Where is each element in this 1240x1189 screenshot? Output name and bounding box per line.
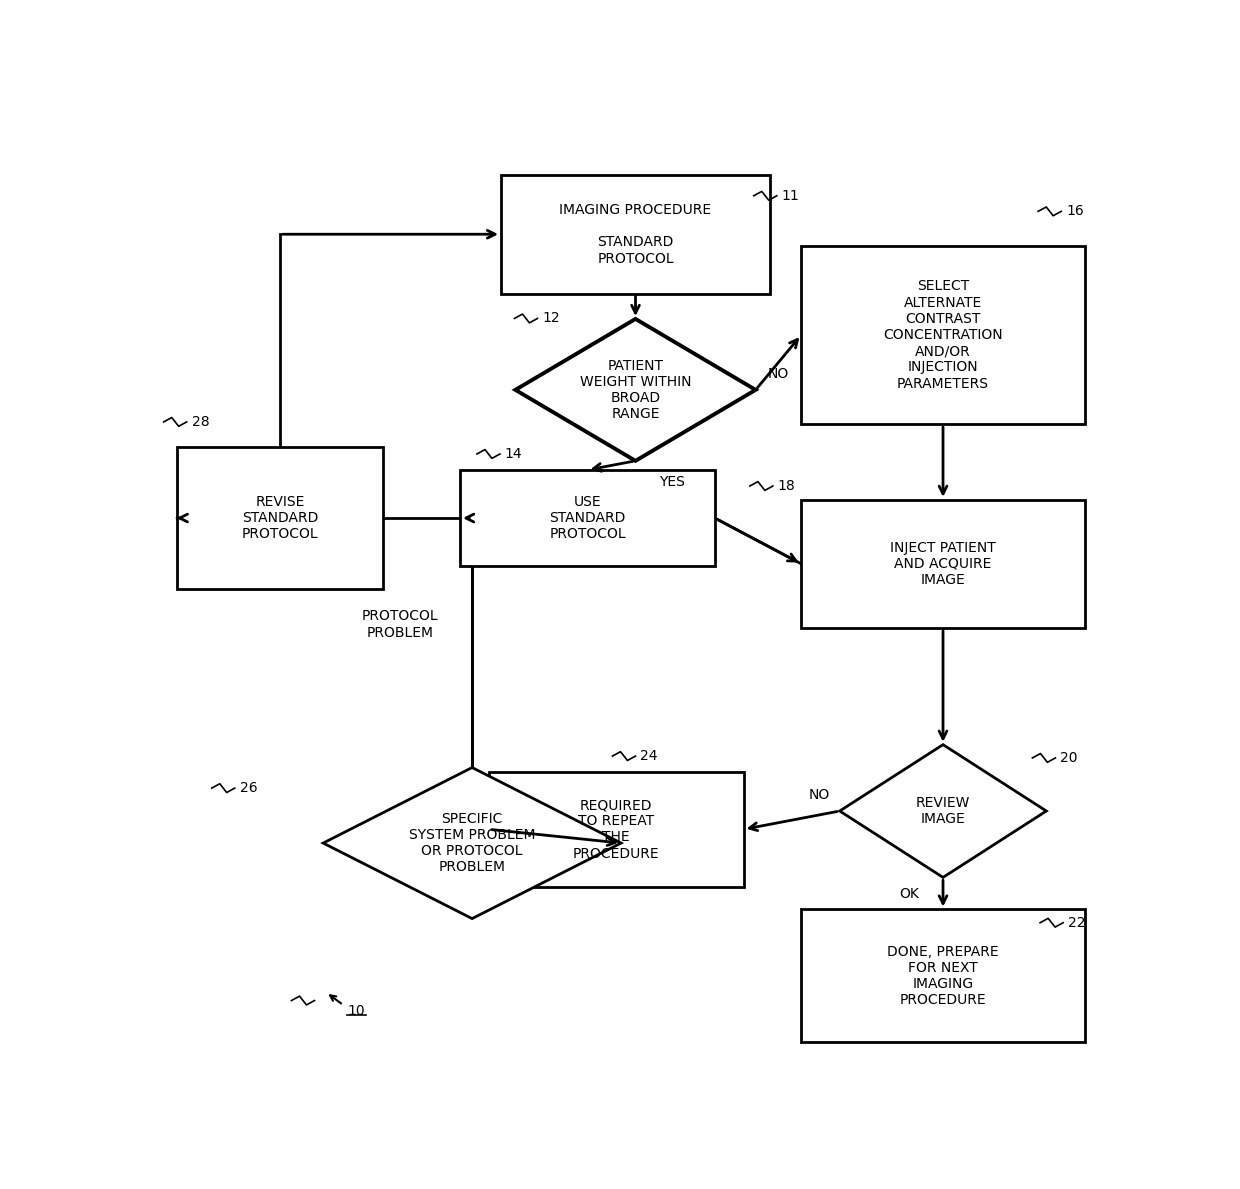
Text: 24: 24 [640, 749, 657, 763]
Text: SPECIFIC
SYSTEM PROBLEM
OR PROTOCOL
PROBLEM: SPECIFIC SYSTEM PROBLEM OR PROTOCOL PROB… [409, 812, 536, 874]
Text: 18: 18 [777, 479, 796, 493]
Text: PROTOCOL
PROBLEM: PROTOCOL PROBLEM [362, 610, 439, 640]
Text: 22: 22 [1068, 916, 1085, 930]
Text: INJECT PATIENT
AND ACQUIRE
IMAGE: INJECT PATIENT AND ACQUIRE IMAGE [890, 541, 996, 587]
Text: 16: 16 [1066, 205, 1084, 219]
FancyBboxPatch shape [176, 447, 383, 589]
Text: DONE, PREPARE
FOR NEXT
IMAGING
PROCEDURE: DONE, PREPARE FOR NEXT IMAGING PROCEDURE [887, 944, 999, 1007]
Text: PATIENT
WEIGHT WITHIN
BROAD
RANGE: PATIENT WEIGHT WITHIN BROAD RANGE [580, 359, 691, 421]
FancyBboxPatch shape [801, 499, 1085, 628]
Text: IMAGING PROCEDURE

STANDARD
PROTOCOL: IMAGING PROCEDURE STANDARD PROTOCOL [559, 203, 712, 265]
FancyBboxPatch shape [501, 175, 770, 294]
FancyBboxPatch shape [801, 910, 1085, 1043]
Text: NO: NO [768, 366, 789, 380]
Text: REVISE
STANDARD
PROTOCOL: REVISE STANDARD PROTOCOL [242, 495, 319, 541]
Text: 28: 28 [191, 415, 210, 429]
Polygon shape [324, 768, 621, 919]
Text: 12: 12 [542, 312, 560, 326]
Text: REQUIRED
TO REPEAT
THE
PROCEDURE: REQUIRED TO REPEAT THE PROCEDURE [573, 798, 660, 861]
Text: 14: 14 [505, 447, 522, 461]
Text: YES: YES [660, 474, 686, 489]
Text: OK: OK [899, 887, 919, 900]
FancyBboxPatch shape [801, 246, 1085, 424]
Polygon shape [516, 319, 755, 461]
Polygon shape [839, 744, 1047, 877]
Text: USE
STANDARD
PROTOCOL: USE STANDARD PROTOCOL [549, 495, 626, 541]
Text: 20: 20 [1060, 751, 1078, 765]
Text: NO: NO [808, 788, 830, 801]
Text: 10: 10 [347, 1004, 365, 1018]
FancyBboxPatch shape [489, 772, 744, 887]
Text: 11: 11 [781, 189, 800, 203]
FancyBboxPatch shape [460, 470, 714, 566]
Text: SELECT
ALTERNATE
CONTRAST
CONCENTRATION
AND/OR
INJECTION
PARAMETERS: SELECT ALTERNATE CONTRAST CONCENTRATION … [883, 279, 1003, 390]
Text: REVIEW
IMAGE: REVIEW IMAGE [916, 795, 970, 826]
Text: 26: 26 [239, 781, 257, 795]
